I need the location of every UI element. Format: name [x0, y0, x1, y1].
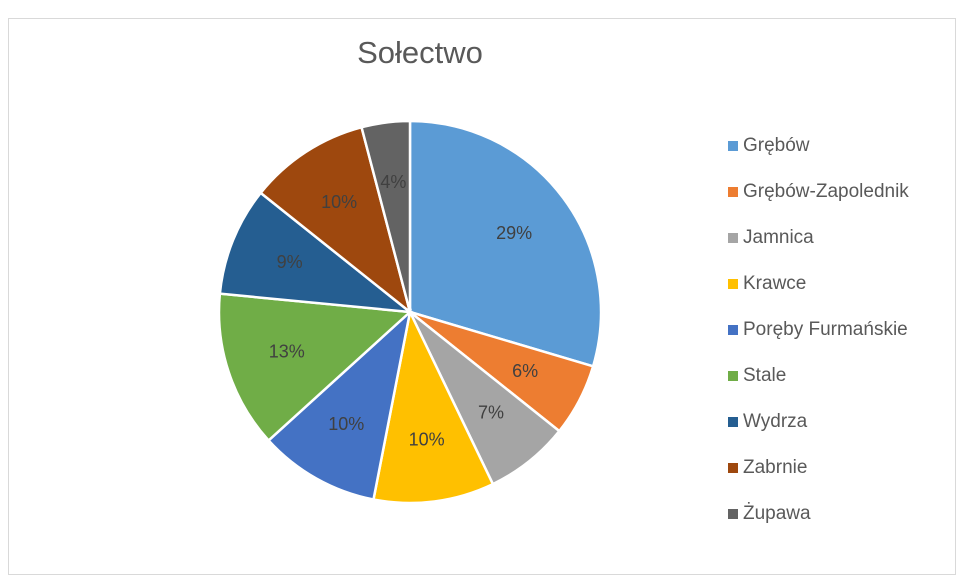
legend-label: Zabrnie [743, 457, 807, 478]
data-label: 6% [512, 361, 538, 381]
pie-slice [218, 191, 415, 314]
legend-swatch [728, 279, 738, 289]
pie-slice [372, 308, 495, 505]
legend-swatch [728, 187, 738, 197]
legend-label: Grębów [743, 135, 810, 156]
data-label: 10% [321, 192, 357, 212]
legend-swatch [728, 233, 738, 243]
legend-label: Jamnica [743, 227, 814, 248]
legend-label: Żupawa [743, 503, 811, 524]
data-label: 7% [478, 402, 504, 422]
legend-label: Wydrza [743, 411, 808, 432]
legend-swatch [728, 325, 738, 335]
legend-label: Stale [743, 365, 786, 386]
legend-swatch [728, 463, 738, 473]
legend-swatch [728, 417, 738, 427]
data-label: 29% [496, 223, 532, 243]
chart-title: Sołectwo [357, 35, 483, 70]
legend-label: Poręby Furmańskie [743, 319, 908, 340]
pie-slice [360, 119, 412, 313]
legend-swatch [728, 141, 738, 151]
data-label: 10% [328, 414, 364, 434]
pie-slice [217, 292, 413, 443]
data-label: 10% [409, 430, 445, 450]
pie-slice [266, 308, 412, 501]
data-label: 9% [277, 252, 303, 272]
legend-label: Grębów-Zapolednik [743, 181, 909, 202]
pie-slice [408, 119, 603, 368]
legend-swatch [728, 371, 738, 381]
legend-swatch [728, 509, 738, 519]
data-label: 13% [269, 342, 305, 362]
data-label: 4% [380, 172, 406, 192]
legend-label: Krawce [743, 273, 806, 294]
